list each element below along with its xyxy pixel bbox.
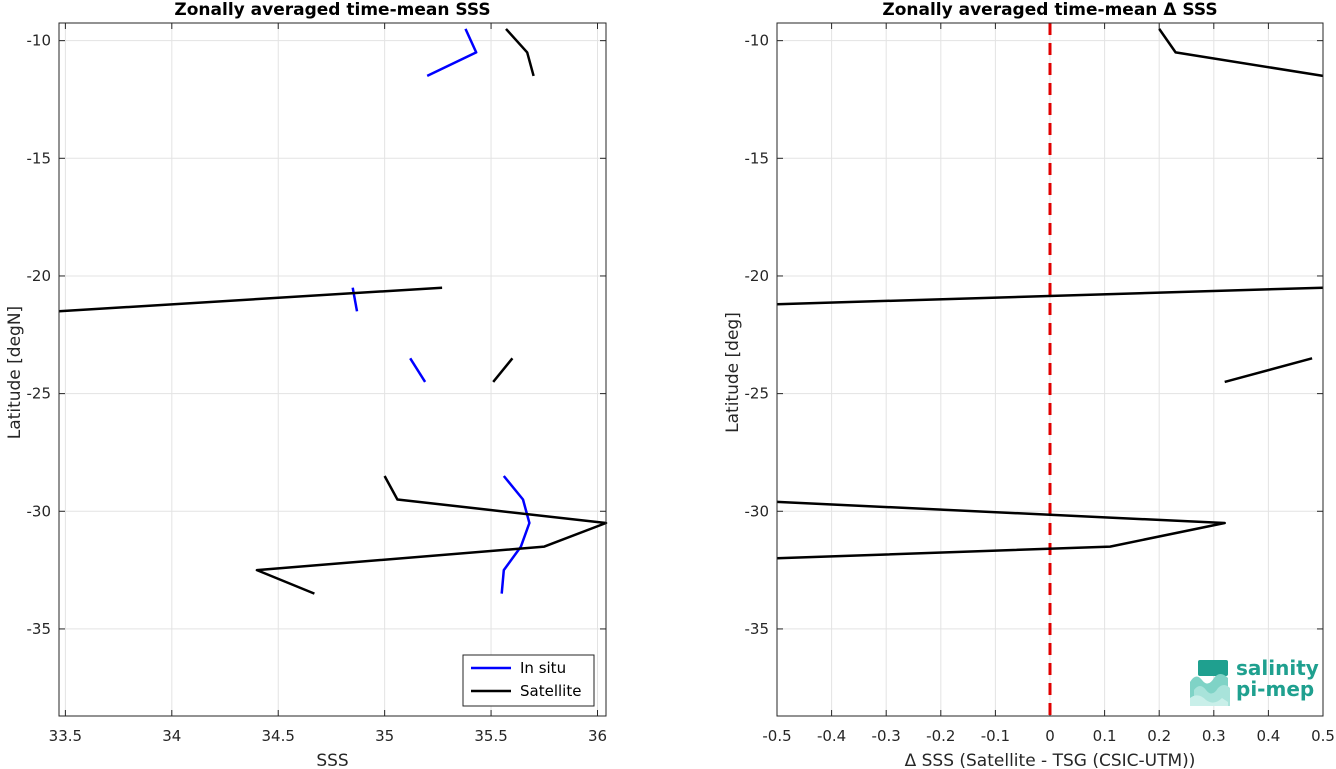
y-tick-label: -15: [745, 149, 770, 167]
y-tick-label: -30: [27, 502, 52, 520]
series-in-situ-line: [409, 357, 427, 383]
x-tick-label: -0.1: [981, 727, 1010, 745]
y-tick-label: -25: [27, 385, 52, 403]
salinity-pi-mep-logo: salinity pi-mep: [1188, 656, 1319, 708]
x-tick-label: -0.3: [872, 727, 901, 745]
series-in-situ-line: [500, 475, 531, 594]
series-satellite-line: [255, 475, 608, 595]
series-satellite-line: [58, 286, 443, 313]
legend-box: [462, 654, 595, 707]
x-tick-label: 0: [1045, 727, 1055, 745]
y-tick-label: -10: [745, 32, 770, 50]
waves-icon: [1190, 660, 1230, 706]
x-tick-label: 0.2: [1147, 727, 1171, 745]
y-tick-label: -35: [745, 620, 770, 638]
x-tick-label: 0.4: [1256, 727, 1280, 745]
delta-sss-panel: -0.5 -0.4 -0.3 -0.2 -0.1 0 0.1 0.2 0.3 0.4 0.5 -10 -…: [723, 0, 1335, 769]
x-axis-label: Δ SSS (Satellite - TSG (CSIC-UTM)): [905, 751, 1196, 769]
chart-title: Zonally averaged time-mean SSS: [174, 0, 490, 20]
y-tick-label: -20: [745, 267, 770, 285]
series-delta-line: [776, 286, 1324, 306]
x-tick-label: 34: [162, 727, 181, 745]
x-tick-label: 35.5: [474, 727, 507, 745]
x-tick-label: 36: [588, 727, 607, 745]
axes-box: [58, 22, 607, 717]
y-axis-label: Latitude [deg]: [723, 312, 743, 433]
axes-box: [776, 22, 1324, 717]
x-axis-label: SSS: [316, 751, 348, 769]
series-delta-line: [776, 500, 1226, 560]
series-delta-line: [1224, 357, 1313, 384]
x-tick-label: 34.5: [262, 727, 295, 745]
y-tick-label: -35: [27, 620, 52, 638]
series-delta-line: [1158, 28, 1324, 78]
legend-label: Satellite: [520, 682, 581, 700]
sss-panel: 33.5 34 34.5 35 35.5 36 -10 -15 -20 -25 -30 -35 Zona…: [5, 0, 608, 769]
x-tick-label: 0.1: [1093, 727, 1117, 745]
series-in-situ-line: [426, 28, 478, 78]
x-tick-label: -0.4: [817, 727, 846, 745]
series-in-situ-line: [351, 287, 359, 312]
logo-line-1: salinity: [1236, 656, 1319, 680]
x-tick-label: 35: [375, 727, 394, 745]
y-tick-label: -30: [745, 502, 770, 520]
y-tick-label: -15: [27, 149, 52, 167]
y-tick-label: -20: [27, 267, 52, 285]
legend-label: In situ: [520, 659, 566, 677]
x-tick-label: -0.5: [762, 727, 791, 745]
x-tick-label: 0.3: [1202, 727, 1226, 745]
logo-line-2: pi-mep: [1236, 677, 1315, 701]
x-tick-label: 0.5: [1311, 727, 1335, 745]
plot-area: [59, 23, 606, 716]
y-tick-label: -10: [27, 32, 52, 50]
x-tick-label: -0.2: [926, 727, 955, 745]
series-satellite-line: [492, 357, 514, 383]
series-satellite-line: [505, 28, 535, 77]
y-axis-label: Latitude [degN]: [5, 306, 25, 439]
y-tick-label: -25: [745, 385, 770, 403]
chart-title: Zonally averaged time-mean Δ SSS: [882, 0, 1217, 20]
x-tick-label: 33.5: [49, 727, 82, 745]
